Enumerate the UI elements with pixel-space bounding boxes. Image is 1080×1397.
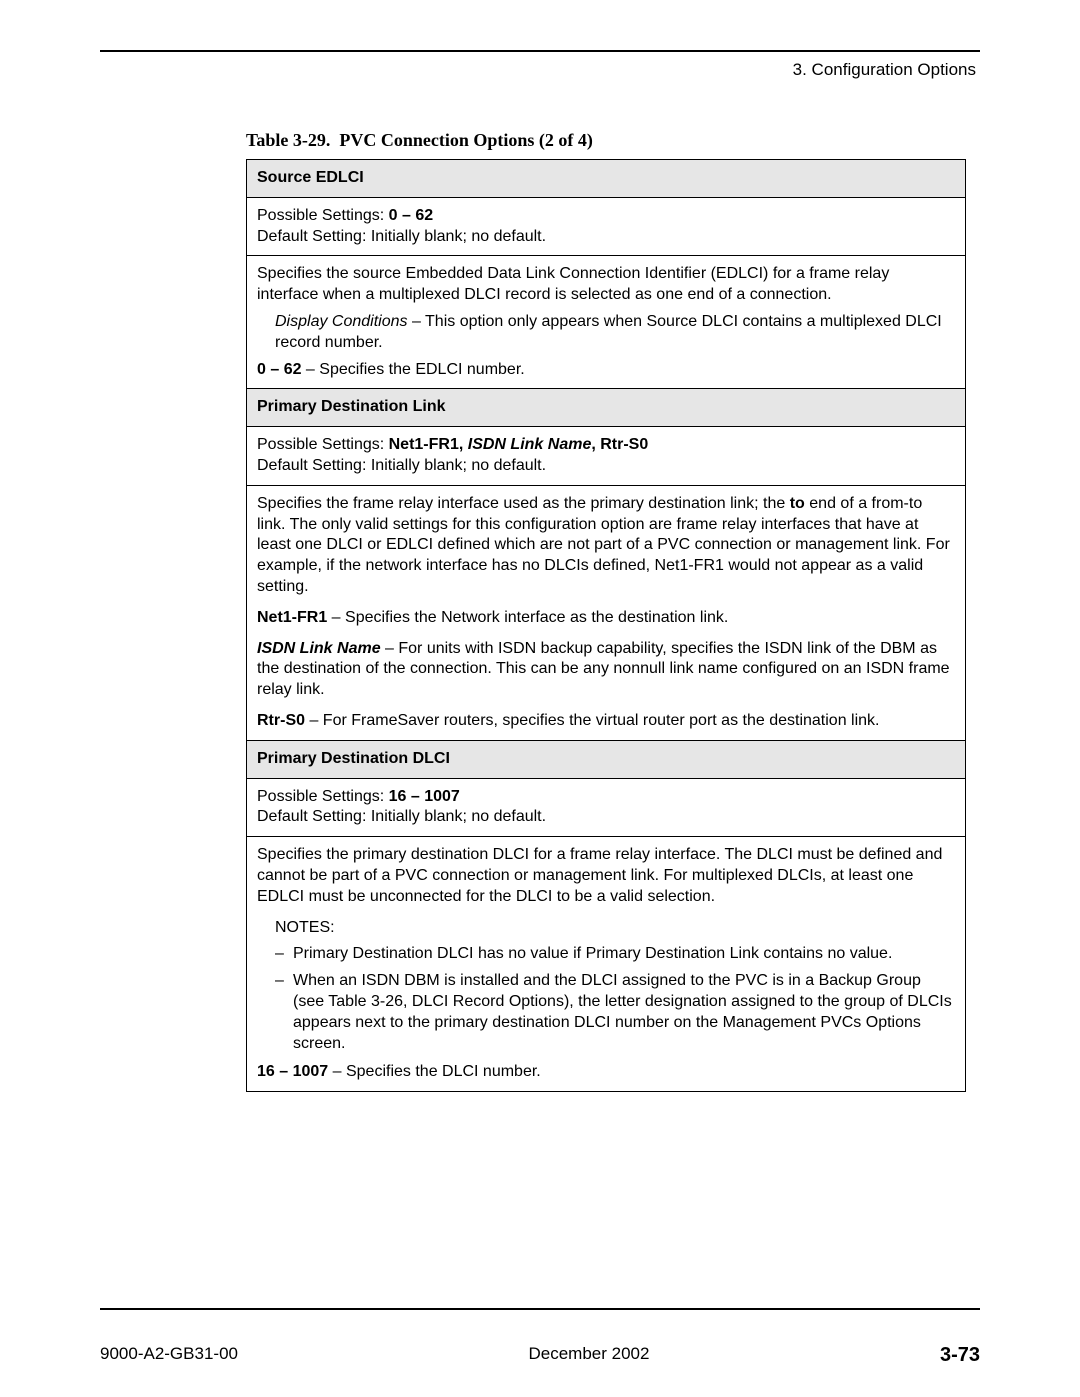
possible-label: Possible Settings: — [257, 207, 389, 224]
possible-val-1: Net1-FR1, — [389, 436, 468, 453]
default-label: Default Setting: Initially blank; no def… — [257, 457, 546, 474]
footer-left: 9000-A2-GB31-00 — [100, 1344, 238, 1367]
possible-value: 16 – 1007 — [389, 788, 460, 805]
note-item-2: – When an ISDN DBM is installed and the … — [275, 971, 955, 1054]
note-text-2: When an ISDN DBM is installed and the DL… — [293, 971, 955, 1054]
desc-text-b: to — [790, 495, 805, 512]
footer-center: December 2002 — [528, 1344, 649, 1367]
possible-value: 0 – 62 — [389, 207, 433, 224]
row-settings-source-edlci: Possible Settings: 0 – 62 Default Settin… — [247, 197, 966, 256]
possible-label: Possible Settings: — [257, 788, 389, 805]
row-header-dest-dlci: Primary Destination DLCI — [247, 740, 966, 778]
spec-line: 0 – 62 – Specifies the EDLCI number. — [257, 361, 525, 378]
caption-title: PVC Connection Options (2 of 4) — [339, 130, 593, 150]
row-header-dest-link: Primary Destination Link — [247, 389, 966, 427]
possible-val-2: ISDN Link Name — [468, 436, 592, 453]
row-desc-source-edlci: Specifies the source Embedded Data Link … — [247, 256, 966, 389]
page: 3. Configuration Options Table 3-29. PVC… — [0, 0, 1080, 1397]
spec-line: 16 – 1007 – Specifies the DLCI number. — [257, 1063, 541, 1080]
spec-range: 16 – 1007 — [257, 1063, 328, 1080]
desc-text: Specifies the source Embedded Data Link … — [257, 265, 889, 303]
section-header: 3. Configuration Options — [100, 60, 980, 80]
spec-text: – Specifies the EDLCI number. — [301, 361, 524, 378]
net-line: Net1-FR1 – Specifies the Network interfa… — [257, 609, 728, 626]
net-b: Net1-FR1 — [257, 609, 327, 626]
default-label: Default Setting: Initially blank; no def… — [257, 228, 546, 245]
spec-text: – Specifies the DLCI number. — [328, 1063, 541, 1080]
notes-block: NOTES: – Primary Destination DLCI has no… — [275, 918, 955, 1055]
display-conditions: Display Conditions – This option only ap… — [275, 312, 955, 354]
row-settings-dest-link: Possible Settings: Net1-FR1, ISDN Link N… — [247, 427, 966, 486]
page-footer: 9000-A2-GB31-00 December 2002 3-73 — [100, 1344, 980, 1367]
rtr-line: Rtr-S0 – For FrameSaver routers, specifi… — [257, 712, 880, 729]
footer-page-number: 3-73 — [940, 1344, 980, 1367]
dash-icon: – — [275, 944, 293, 965]
content-frame: 3. Configuration Options Table 3-29. PVC… — [100, 50, 980, 1310]
rtr-t: – For FrameSaver routers, specifies the … — [305, 712, 879, 729]
notes-label: NOTES: — [275, 918, 955, 939]
note-item-1: – Primary Destination DLCI has no value … — [275, 944, 955, 965]
row-header-source-edlci: Source EDLCI — [247, 160, 966, 198]
row-desc-dest-dlci: Specifies the primary destination DLCI f… — [247, 837, 966, 1092]
desc-text-a: Specifies the frame relay interface used… — [257, 495, 790, 512]
net-t: – Specifies the Network interface as the… — [327, 609, 728, 626]
options-table: Source EDLCI Possible Settings: 0 – 62 D… — [246, 159, 966, 1092]
caption-label: Table 3-29. — [246, 130, 330, 150]
isdn-line: ISDN Link Name – For units with ISDN bac… — [257, 640, 950, 699]
default-label: Default Setting: Initially blank; no def… — [257, 808, 546, 825]
desc-text: Specifies the primary destination DLCI f… — [257, 846, 942, 905]
row-desc-dest-link: Specifies the frame relay interface used… — [247, 485, 966, 740]
disp-cond-label: Display Conditions — [275, 313, 408, 330]
row-settings-dest-dlci: Possible Settings: 16 – 1007 Default Set… — [247, 778, 966, 837]
isdn-b: ISDN Link Name — [257, 640, 381, 657]
table-caption: Table 3-29. PVC Connection Options (2 of… — [246, 130, 980, 151]
rtr-b: Rtr-S0 — [257, 712, 305, 729]
dash-icon: – — [275, 971, 293, 1054]
possible-val-3: , Rtr-S0 — [591, 436, 648, 453]
note-text-1: Primary Destination DLCI has no value if… — [293, 944, 955, 965]
possible-label: Possible Settings: — [257, 436, 389, 453]
spec-range: 0 – 62 — [257, 361, 301, 378]
